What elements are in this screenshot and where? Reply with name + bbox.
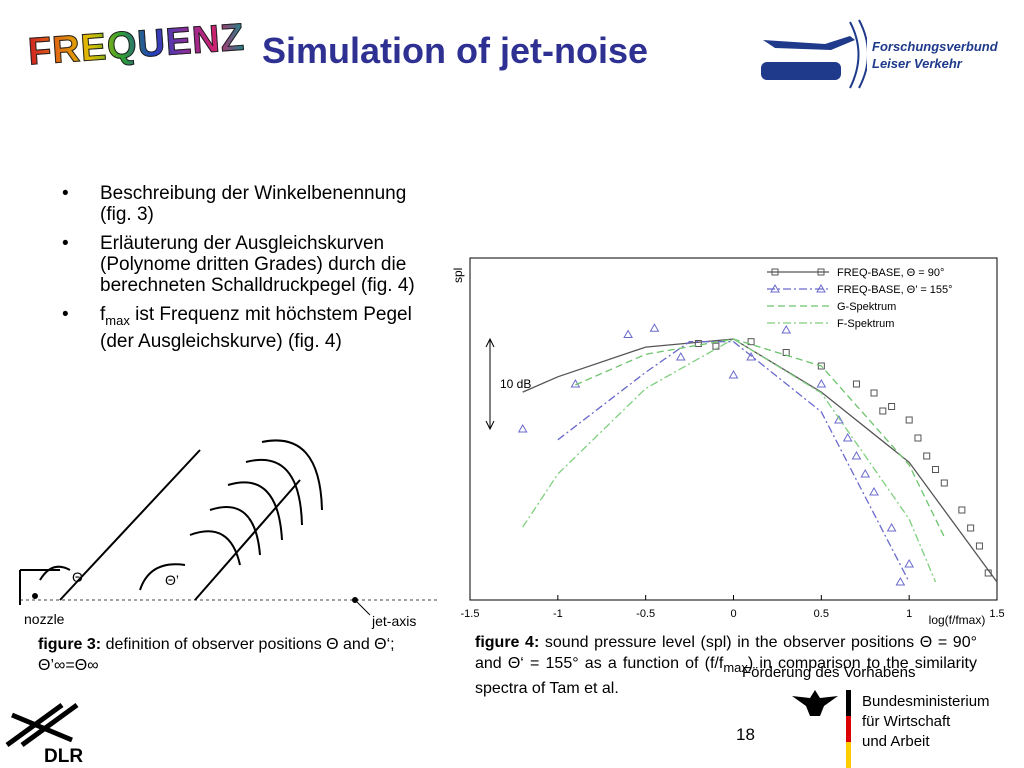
marker [771, 268, 779, 276]
slide-title: Simulation of jet-noise [261, 30, 648, 71]
marker [967, 524, 975, 532]
text: ist Frequenz mit höchstem Pegel (der Aus… [100, 304, 412, 352]
bullet: Erläuterung der Ausgleichskurven (Polyno… [62, 233, 422, 296]
caption-text: ) in comparison to the similarity spectr… [475, 655, 977, 698]
partner-logo: Forschungsverbund Leiser Verkehr [872, 38, 998, 72]
funding-note: Förderung des Vorhabens [742, 664, 916, 681]
caption: figure 3: definition of observer positio… [38, 634, 428, 676]
marker [870, 389, 878, 397]
marker [675, 351, 686, 361]
marker [879, 407, 887, 415]
marker [869, 486, 879, 496]
marker [746, 351, 756, 361]
marker [712, 342, 720, 350]
x-tick-label: -1.5 [461, 608, 480, 620]
marker [517, 423, 528, 433]
subscript: max [105, 312, 130, 328]
bullet: Beschreibung der Winkelbenennung (fig. 3… [62, 183, 422, 225]
marker [984, 569, 992, 577]
marker [842, 432, 853, 442]
ministry-line: und Arbeit [862, 733, 930, 750]
partner-icon [761, 19, 867, 89]
flag-bar [846, 690, 851, 768]
marker [852, 380, 860, 388]
marker [623, 329, 633, 338]
eagle-icon [792, 690, 838, 716]
marker [816, 283, 826, 293]
marker [923, 452, 931, 460]
marker [770, 283, 780, 293]
marker [886, 522, 897, 532]
bullet: fmax ist Frequenz mit höchstem Pegel (de… [62, 304, 422, 352]
caption-text: definition of observer positions Θ and Θ… [38, 636, 395, 674]
dlr-logo: DLR [44, 746, 84, 767]
caption-label: figure 3: [38, 636, 102, 653]
marker [728, 369, 739, 379]
x-tick-label: 0.5 [814, 608, 829, 620]
x-tick-label: -1 [553, 608, 563, 620]
marker [940, 479, 948, 487]
x-tick-label: 1 [906, 608, 912, 620]
series-line [522, 338, 998, 583]
marker [932, 466, 940, 473]
dlr-icon [5, 702, 79, 748]
marker [975, 542, 983, 550]
figure3-diagram: Θ Θ’ nozzle jet-axis [19, 439, 440, 629]
marker [914, 434, 922, 442]
marker [895, 576, 906, 586]
plot-frame [469, 257, 998, 601]
diagram-label: Θ’ [165, 572, 179, 588]
x-tick-label: 1.5 [989, 608, 1004, 620]
series-line [522, 338, 937, 583]
x-tick-label: -0.5 [636, 608, 655, 620]
legend-label: FREQ-BASE, Θ’ = 155° [837, 284, 953, 296]
marker [649, 323, 660, 332]
marker [958, 506, 966, 514]
diagram-label: jet-axis [371, 613, 416, 629]
page-number: 18 [736, 725, 755, 744]
marker [851, 450, 862, 460]
ministry-line: für Wirtschaft [862, 713, 951, 730]
marker [747, 338, 755, 346]
subscript: max [723, 660, 748, 676]
caption-text: sound pressure level (spl) in the observ… [475, 634, 977, 672]
series-line [557, 341, 910, 583]
series-line [575, 338, 945, 538]
partner-line: Forschungsverbund [872, 39, 998, 54]
scale-arrow [485, 337, 495, 431]
marker [817, 362, 825, 370]
partner-line: Leiser Verkehr [872, 56, 962, 71]
x-tick-label: 0 [730, 608, 736, 620]
marker [834, 414, 844, 424]
marker [904, 558, 915, 568]
legend-label: FREQ-BASE, Θ = 90° [837, 267, 944, 279]
marker [888, 403, 896, 410]
marker [905, 416, 913, 424]
caption-label: figure 4: [475, 634, 540, 651]
marker [817, 268, 825, 276]
bullet-list: Beschreibung der Winkelbenennung (fig. 3… [62, 183, 422, 360]
legend-label: F-Spektrum [837, 318, 894, 330]
ministry-logo: Bundesministerium für Wirtschaft und Arb… [862, 692, 990, 752]
ministry-line: Bundesministerium [862, 693, 990, 710]
diagram-label: Θ [72, 569, 83, 585]
scale-bar-label: 10 dB [500, 377, 531, 391]
marker [781, 324, 792, 334]
marker [694, 340, 702, 347]
marker [860, 468, 871, 478]
caption: figure 4: sound pressure level (spl) in … [475, 632, 977, 699]
y-axis-label: spl [451, 268, 465, 283]
x-axis-label: log(f/fmax) [929, 613, 986, 627]
diagram-label: nozzle [24, 611, 65, 627]
text: f [100, 304, 106, 325]
legend-label: G-Spektrum [837, 301, 896, 313]
marker [816, 378, 827, 388]
